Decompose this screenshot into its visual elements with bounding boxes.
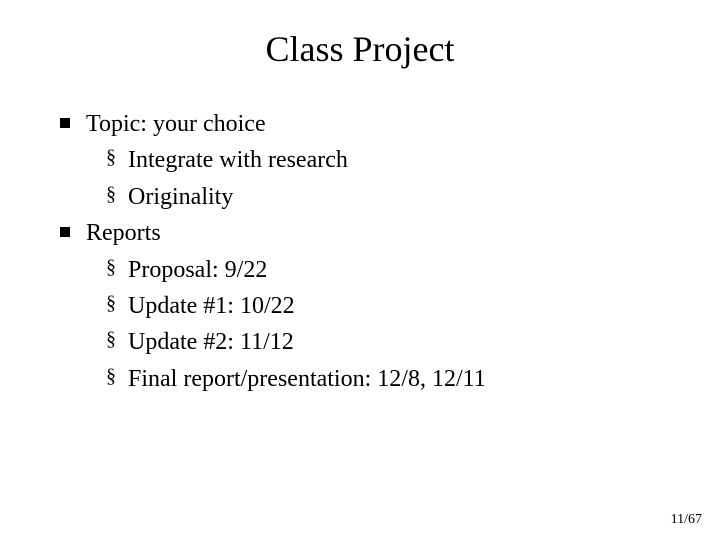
section-bullet-icon: § [106,183,116,206]
sub-text: Proposal: 9/22 [128,254,267,286]
section-bullet-icon: § [106,328,116,351]
square-bullet-icon [60,118,70,128]
square-bullet-icon [60,227,70,237]
page-number: 11/67 [671,512,702,528]
bullet-text: Reports [86,217,161,249]
sub-text: Update #1: 10/22 [128,290,295,322]
bullet-text: Topic: your choice [86,108,266,140]
sub-text: Integrate with research [128,144,348,176]
sub-list: § Integrate with research § Originality [60,144,680,213]
slide-content: Topic: your choice § Integrate with rese… [40,108,680,395]
section-bullet-icon: § [106,256,116,279]
slide-title: Class Project [40,28,680,70]
bullet-item: Topic: your choice [60,108,680,140]
sub-text: Final report/presentation: 12/8, 12/11 [128,363,486,395]
section-bullet-icon: § [106,365,116,388]
sub-list: § Proposal: 9/22 § Update #1: 10/22 § Up… [60,254,680,396]
sub-item: § Originality [106,181,680,213]
sub-item: § Update #1: 10/22 [106,290,680,322]
sub-item: § Integrate with research [106,144,680,176]
section-bullet-icon: § [106,146,116,169]
section-bullet-icon: § [106,292,116,315]
sub-item: § Update #2: 11/12 [106,326,680,358]
sub-text: Update #2: 11/12 [128,326,294,358]
bullet-item: Reports [60,217,680,249]
sub-text: Originality [128,181,233,213]
sub-item: § Proposal: 9/22 [106,254,680,286]
slide: Class Project Topic: your choice § Integ… [0,0,720,540]
sub-item: § Final report/presentation: 12/8, 12/11 [106,363,680,395]
